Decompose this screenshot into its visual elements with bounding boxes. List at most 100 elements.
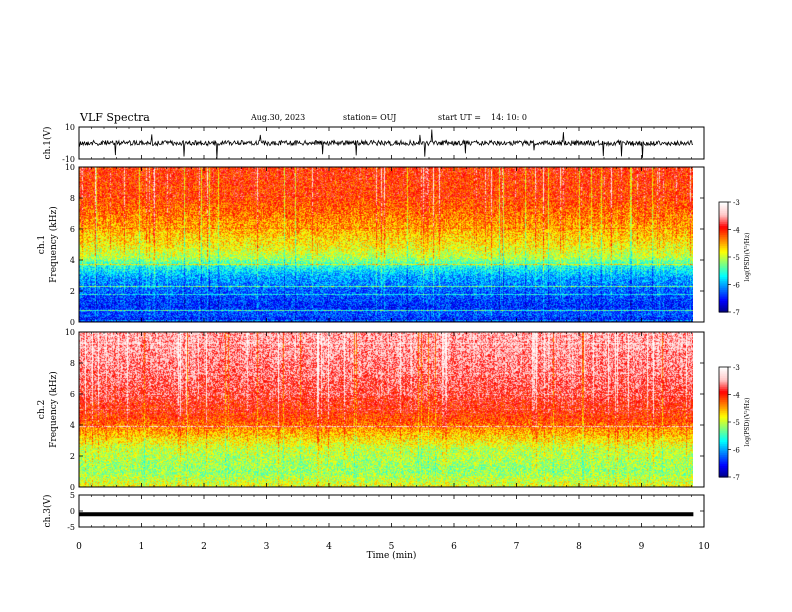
ch2-spectrogram-colorbar-swatch — [719, 390, 728, 394]
ch2-spectrogram-colorbar-swatch — [719, 433, 728, 436]
ch1-spectrogram-ytick-label: 10 — [65, 163, 75, 172]
ch2-spectrogram-colorbar-swatch — [719, 405, 728, 408]
ch2-spectrogram-colorbar-swatch — [719, 379, 728, 383]
ch2-spectrogram-ytick-label: 4 — [70, 421, 75, 430]
ch1-spectrogram-colorbar-swatch — [719, 242, 728, 245]
ch1-spectrogram-colorbar-tick-label: -7 — [733, 309, 740, 317]
ch2-spectrogram-colorbar-tick-label: -4 — [733, 392, 740, 400]
ch1-spectrogram-ylabel-channel: ch.1 — [37, 235, 47, 254]
ch2-spectrogram-colorbar-swatch — [719, 370, 728, 374]
figure-title: VLF Spectra — [80, 111, 150, 124]
ch1-spectrogram-colorbar-swatch — [719, 247, 728, 251]
ch1-spectrogram-colorbar-swatch — [719, 310, 728, 313]
ch1-spectrogram-colorbar-swatch — [719, 282, 728, 286]
ch1-spectrogram-colorbar-swatch — [719, 249, 728, 253]
ch1-spectrogram-colorbar-swatch — [719, 213, 728, 216]
ch1-spectrogram-colorbar-swatch — [719, 255, 728, 258]
ch1-spectrogram-ytick-label: 4 — [70, 256, 75, 265]
ch2-spectrogram-heatmap — [79, 332, 693, 487]
ch1-spectrogram-colorbar-swatch — [719, 269, 728, 273]
ch1-spectrogram-colorbar-swatch — [719, 227, 728, 231]
ch1-spectrogram-ytick-label: 8 — [70, 194, 75, 203]
x-tick-label: 2 — [201, 542, 207, 552]
ch1-spectrogram-colorbar-swatch — [719, 203, 728, 207]
ch1-spectrogram-colorbar-tick-label: -3 — [733, 199, 740, 207]
ch1-spectrogram-colorbar-swatch — [719, 233, 728, 236]
ch2-spectrogram-ytick-label: 0 — [70, 483, 75, 492]
ch1-spectrogram-colorbar-swatch — [719, 301, 728, 304]
ch2-spectrogram-colorbar-swatch — [719, 381, 728, 385]
ch2-spectrogram-colorbar-swatch — [719, 473, 728, 476]
ch2-spectrogram-colorbar-swatch — [719, 431, 728, 434]
ch1-spectrogram-colorbar-swatch — [719, 291, 728, 295]
ch2-spectrogram-colorbar-swatch — [719, 427, 728, 430]
ch1-spectrogram-colorbar-label: log(PSD)(V²/Hz) — [744, 233, 751, 282]
station-label: station= OUJ — [343, 113, 397, 122]
ch2-spectrogram-colorbar-swatch — [719, 409, 728, 412]
ch1-spectrogram-colorbar-swatch — [719, 222, 728, 225]
ch2-spectrogram-colorbar-swatch — [719, 383, 728, 386]
ch3-waveform-ytick-label: -5 — [67, 523, 75, 532]
ch2-spectrogram-colorbar-swatch — [719, 407, 728, 410]
ch1-spectrogram-colorbar-swatch — [719, 306, 728, 309]
start-label: start UT = — [438, 113, 481, 122]
ch1-waveform-ytick-label: -10 — [62, 155, 75, 164]
ch1-waveform-line — [78, 129, 694, 159]
x-tick-label: 1 — [139, 542, 145, 552]
ch1-spectrogram-colorbar-swatch — [719, 214, 728, 218]
ch1-spectrogram-colorbar-swatch — [719, 205, 728, 209]
ch2-spectrogram-colorbar-swatch — [719, 385, 728, 388]
ch2-spectrogram-colorbar: -3 -4 -5 -6 -7 — [718, 364, 740, 482]
ch1-spectrogram-colorbar-swatch — [719, 246, 728, 249]
ch2-spectrogram-ytick-label: 6 — [70, 390, 75, 399]
ch1-spectrogram-colorbar-swatch — [719, 293, 728, 297]
ch2-spectrogram-colorbar-swatch — [719, 460, 728, 463]
ch2-spectrogram-colorbar-swatch — [719, 434, 728, 438]
ch2-spectrogram-colorbar-swatch — [719, 466, 728, 469]
ch1-spectrogram-colorbar-swatch — [719, 304, 728, 308]
ch1-spectrogram-colorbar-swatch — [719, 257, 728, 260]
ch1-spectrogram-colorbar-swatch — [719, 258, 728, 262]
x-tick-label: 10 — [698, 542, 710, 552]
ch2-spectrogram-colorbar-swatch — [719, 401, 728, 405]
ch1-spectrogram-colorbar-swatch — [719, 271, 728, 275]
ch1-spectrogram-heatmap-canvas — [79, 167, 693, 322]
ch2-spectrogram-colorbar-swatch — [719, 425, 728, 429]
ch2-spectrogram-colorbar-swatch — [719, 462, 728, 465]
x-axis-label: Time (min) — [367, 550, 417, 561]
ch1-spectrogram-colorbar-swatch — [719, 253, 728, 256]
ch2-spectrogram-colorbar-tick-label: -3 — [733, 364, 740, 372]
ch1-spectrogram-colorbar-swatch — [719, 229, 728, 232]
ch2-spectrogram-ytick-label: 2 — [70, 452, 75, 461]
ch1-spectrogram-colorbar-swatch — [719, 299, 728, 302]
ch2-spectrogram-colorbar-swatch — [719, 368, 728, 372]
ch2-spectrogram-colorbar-swatch — [719, 389, 728, 392]
ch1-spectrogram-colorbar-swatch — [719, 284, 728, 287]
ch1-spectrogram-ytick-label: 2 — [70, 287, 75, 296]
ch2-spectrogram-colorbar-swatch — [719, 392, 728, 396]
ch2-spectrogram-colorbar-swatch — [719, 367, 728, 370]
x-tick-label: 8 — [576, 542, 582, 552]
ch1-spectrogram-colorbar-swatch — [719, 275, 728, 278]
ch2-spectrogram-ytick-label: 8 — [70, 359, 75, 368]
x-tick-label: 5 — [389, 542, 395, 552]
ch1-spectrogram-ytick-label: 6 — [70, 225, 75, 234]
start-time: 14: 10: 0 — [491, 113, 527, 122]
date-label: Aug.30, 2023 — [251, 113, 306, 122]
ch2-spectrogram-colorbar-swatch — [719, 412, 728, 416]
ch1-spectrogram-colorbar-swatch — [719, 297, 728, 300]
ch1-spectrogram-colorbar-swatch — [719, 308, 728, 311]
ch2-spectrogram-colorbar-swatch — [719, 469, 728, 473]
x-tick-label: 7 — [514, 542, 520, 552]
ch2-spectrogram-colorbar-swatch — [719, 372, 728, 375]
ch1-spectrogram-colorbar-swatch — [719, 302, 728, 306]
ch2-spectrogram-colorbar-swatch — [719, 444, 728, 447]
ch1-spectrogram-colorbar: -3 -4 -5 -6 -7 — [718, 199, 740, 317]
ch2-spectrogram-colorbar-swatch — [719, 447, 728, 451]
ch1-spectrogram-colorbar-swatch — [719, 251, 728, 254]
x-tick-label: 3 — [264, 542, 270, 552]
ch2-spectrogram-colorbar-swatch — [719, 398, 728, 401]
ch1-waveform-ytick-label: 10 — [65, 123, 75, 132]
ch1-spectrogram-colorbar-swatch — [719, 240, 728, 243]
